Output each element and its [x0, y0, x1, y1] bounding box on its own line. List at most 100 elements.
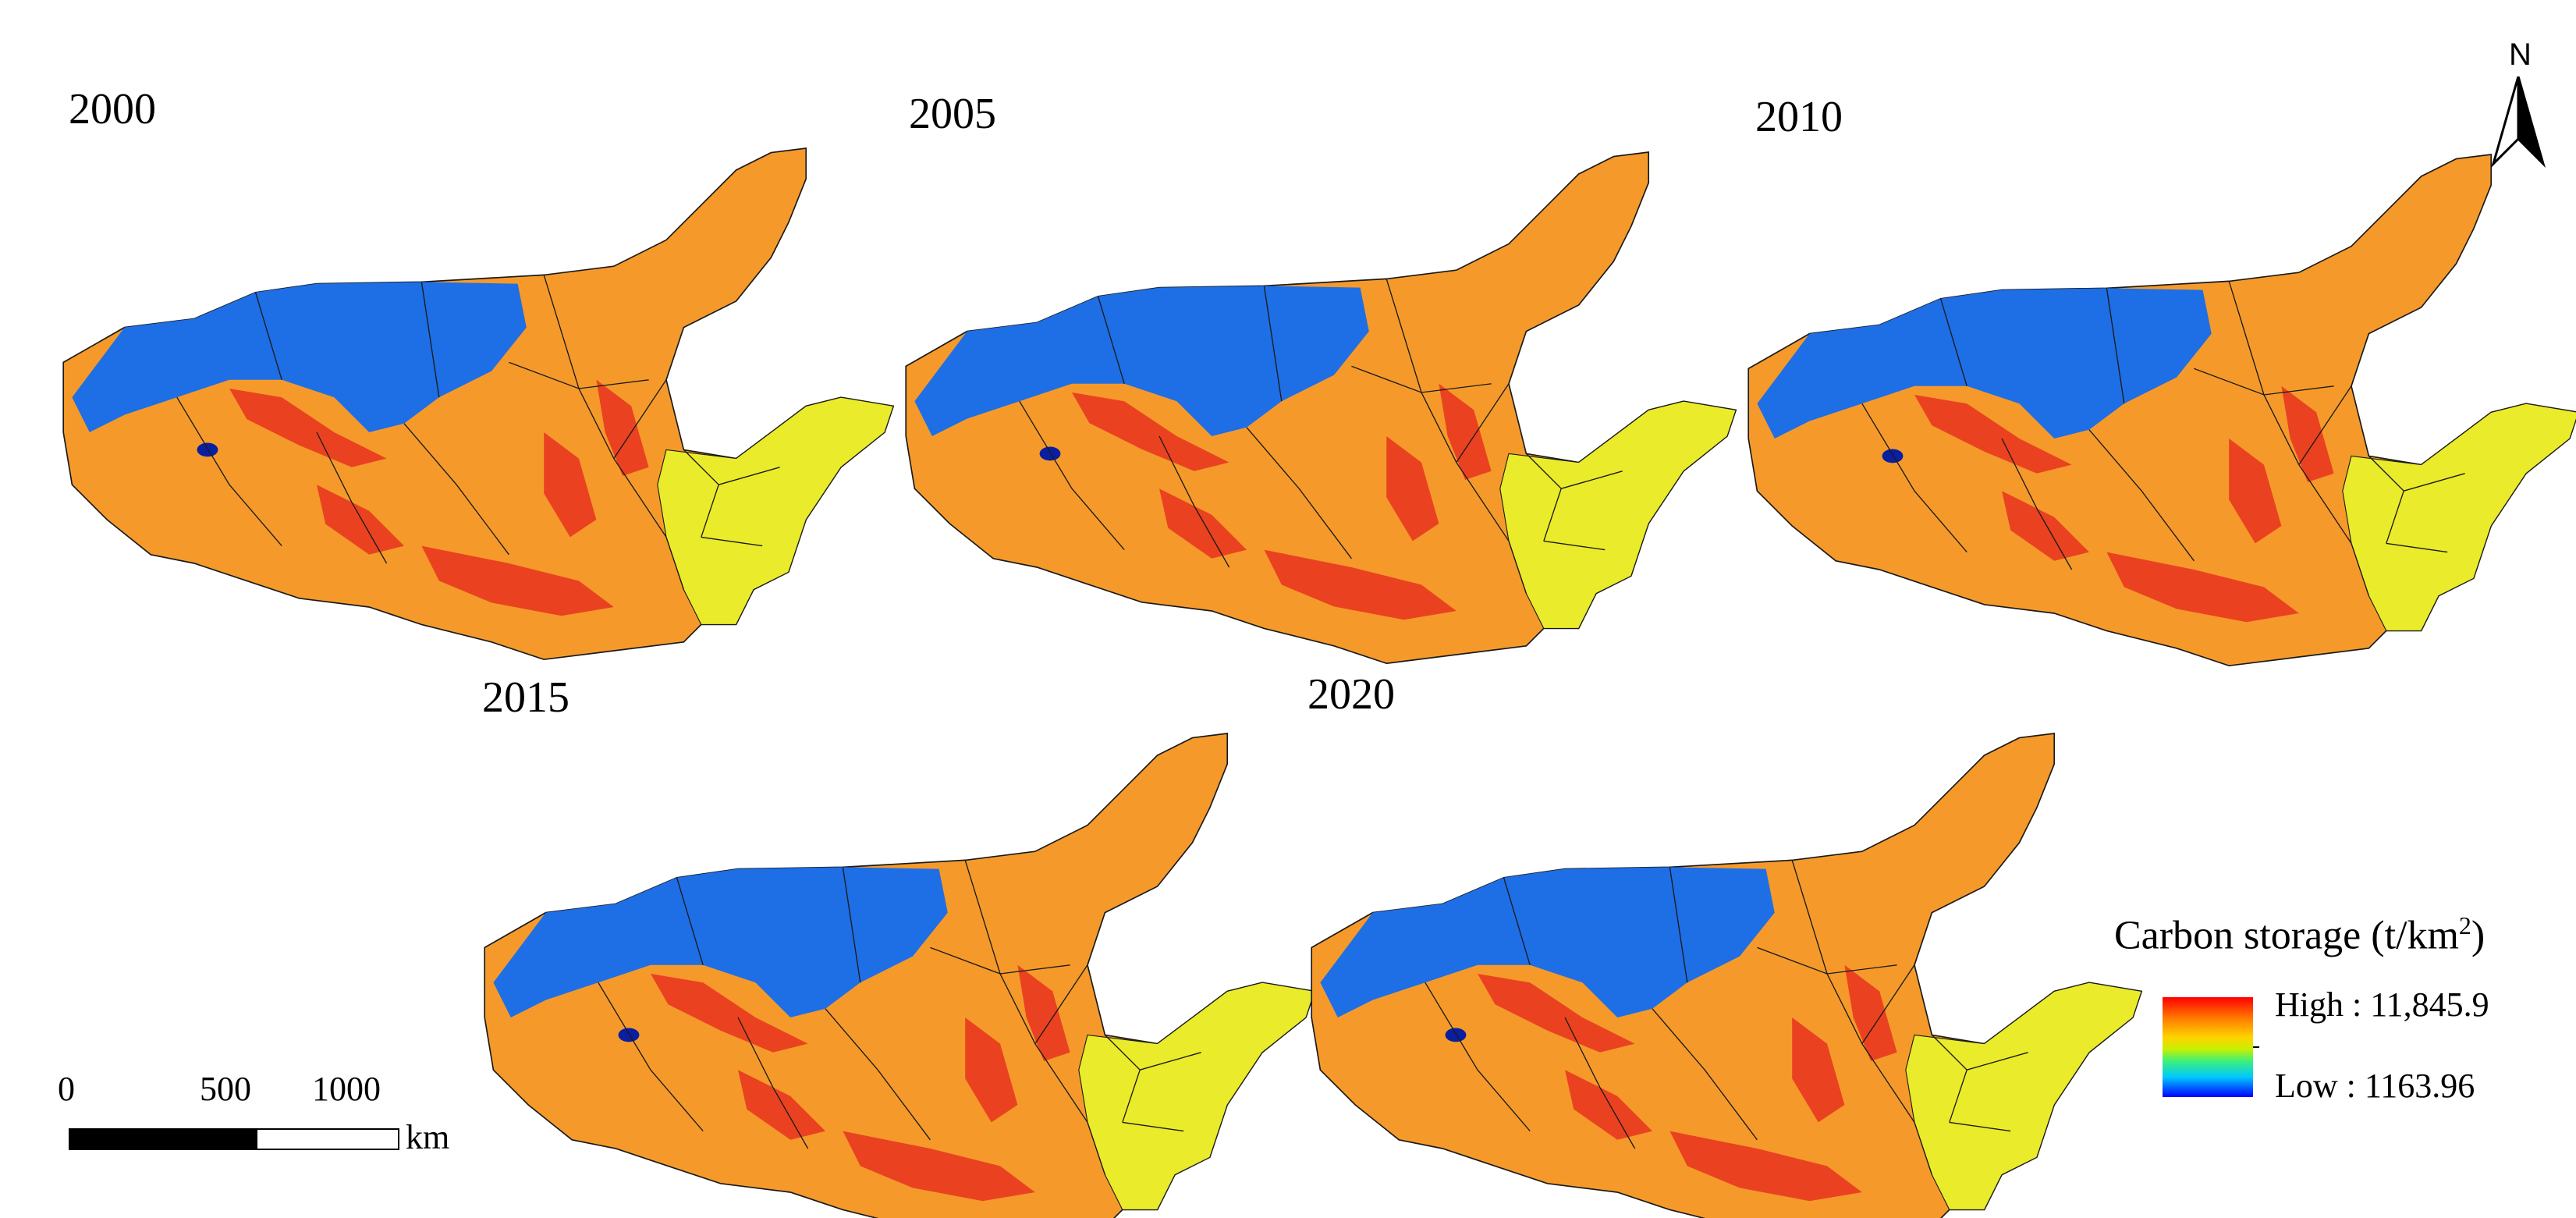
admin-boundary — [1967, 1052, 2028, 1071]
admin-boundary — [420, 282, 440, 398]
admin-boundary — [1263, 286, 1283, 402]
admin-boundary — [598, 982, 704, 1132]
admin-boundary — [2298, 464, 2370, 596]
high-carbon-area — [544, 432, 597, 538]
region-group — [1311, 733, 2143, 1218]
low-carbon-area — [914, 286, 1369, 436]
scale-bar-white-segment — [256, 1128, 399, 1150]
admin-boundary — [2298, 385, 2352, 465]
admin-boundary — [737, 1017, 809, 1149]
high-carbon-area — [421, 545, 614, 616]
admin-boundary — [1931, 1034, 1967, 1123]
high-carbon-area — [2229, 439, 2282, 544]
high-carbon-area — [1264, 549, 1457, 620]
high-carbon-area — [738, 1070, 825, 1140]
region-group — [484, 733, 1316, 1218]
high-carbon-area — [1072, 392, 1229, 471]
admin-boundary — [676, 877, 704, 965]
high-carbon-area — [596, 379, 649, 476]
legend-low-label: Low : 1163.96 — [2275, 1067, 2475, 1105]
high-carbon-area — [2106, 552, 2299, 623]
admin-boundary — [1456, 462, 1528, 594]
admin-boundary — [1246, 427, 1352, 559]
legend-ramp-tick — [2253, 1046, 2259, 1048]
high-carbon-area — [1017, 964, 1070, 1061]
yellow-area — [2342, 403, 2576, 631]
admin-boundary — [316, 431, 388, 564]
year-label: 2020 — [1308, 670, 1395, 719]
yellow-area — [1078, 982, 1315, 1210]
admin-boundary — [1034, 1043, 1106, 1175]
high-carbon-area — [1439, 383, 1492, 480]
admin-boundary — [1456, 383, 1510, 463]
low-carbon-area — [493, 867, 948, 1017]
admin-boundary — [1949, 1121, 2011, 1132]
scale-tick-label: 1000 — [312, 1070, 381, 1108]
north-arrow-icon — [2490, 76, 2546, 169]
admin-boundary — [683, 449, 719, 538]
admin-boundary — [1861, 1043, 1933, 1175]
legend-title: Carbon storage (t/km2) — [2114, 911, 2486, 958]
year-label: 2000 — [69, 85, 156, 133]
admin-boundary — [1939, 298, 1967, 386]
admin-boundary — [2368, 455, 2404, 544]
admin-boundary — [1019, 400, 1125, 551]
admin-boundary — [1140, 1052, 1201, 1071]
admin-boundary — [2088, 429, 2195, 562]
admin-boundary — [2001, 438, 2073, 570]
admin-boundary — [1525, 453, 1562, 542]
high-carbon-area — [1478, 974, 1635, 1053]
high-carbon-area — [317, 485, 404, 555]
yellow-area — [1905, 982, 2142, 1210]
admin-boundary — [1503, 877, 1531, 965]
scale-unit: km — [406, 1118, 450, 1156]
scale-tick-label: 0 — [58, 1070, 75, 1108]
admin-boundary — [825, 1008, 931, 1141]
low-carbon-area — [1757, 288, 2212, 439]
high-carbon-area — [1792, 1017, 1845, 1123]
high-carbon-area — [1914, 395, 2072, 474]
high-carbon-area — [2002, 491, 2089, 561]
admin-boundary — [842, 867, 861, 983]
carbon-storage-map-2015 — [484, 733, 1316, 1218]
north-label: N — [2509, 37, 2532, 72]
admin-boundary — [254, 292, 282, 380]
admin-boundary — [1652, 1008, 1758, 1141]
admin-boundary — [1757, 946, 1897, 975]
year-label: 2010 — [1755, 93, 1843, 141]
high-carbon-area — [651, 974, 808, 1053]
admin-boundary — [1122, 1121, 1184, 1132]
legend-high-label: High : 11,845.9 — [2275, 985, 2489, 1024]
low-carbon-area — [72, 282, 527, 432]
north-arrow: N — [2487, 37, 2549, 170]
scale-bar: 0 500 1000 km — [47, 1069, 452, 1156]
admin-boundary — [1351, 365, 1492, 393]
carbon-storage-map-2000 — [62, 147, 895, 661]
admin-boundary — [2404, 473, 2465, 492]
high-carbon-area — [2281, 385, 2334, 482]
high-carbon-area — [965, 1017, 1018, 1123]
year-label: 2005 — [909, 90, 996, 138]
carbon-storage-map-2010 — [1747, 154, 2576, 667]
admin-boundary — [1861, 403, 1967, 553]
admin-boundary — [1104, 1034, 1141, 1123]
admin-boundary — [1425, 982, 1531, 1132]
admin-boundary — [613, 458, 685, 590]
yellow-area — [1499, 400, 1737, 629]
lake — [1445, 1028, 1467, 1042]
year-label: 2015 — [482, 673, 569, 722]
low-carbon-area — [1320, 867, 1775, 1017]
yellow-area — [657, 396, 894, 625]
lake — [618, 1028, 640, 1042]
admin-boundary — [1034, 964, 1088, 1044]
admin-boundary — [1861, 964, 1915, 1044]
lake — [1039, 446, 1061, 461]
high-carbon-area — [1159, 488, 1247, 559]
region-group — [905, 151, 1737, 665]
admin-boundary — [2106, 288, 2125, 404]
admin-boundary — [2386, 542, 2448, 553]
admin-boundary — [719, 467, 780, 485]
admin-boundary — [701, 536, 763, 547]
high-carbon-area — [1844, 964, 1897, 1061]
admin-boundary — [509, 361, 649, 389]
